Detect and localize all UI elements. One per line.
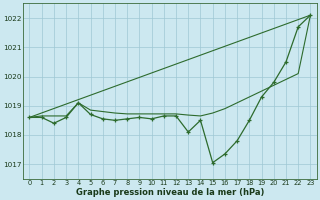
- X-axis label: Graphe pression niveau de la mer (hPa): Graphe pression niveau de la mer (hPa): [76, 188, 264, 197]
